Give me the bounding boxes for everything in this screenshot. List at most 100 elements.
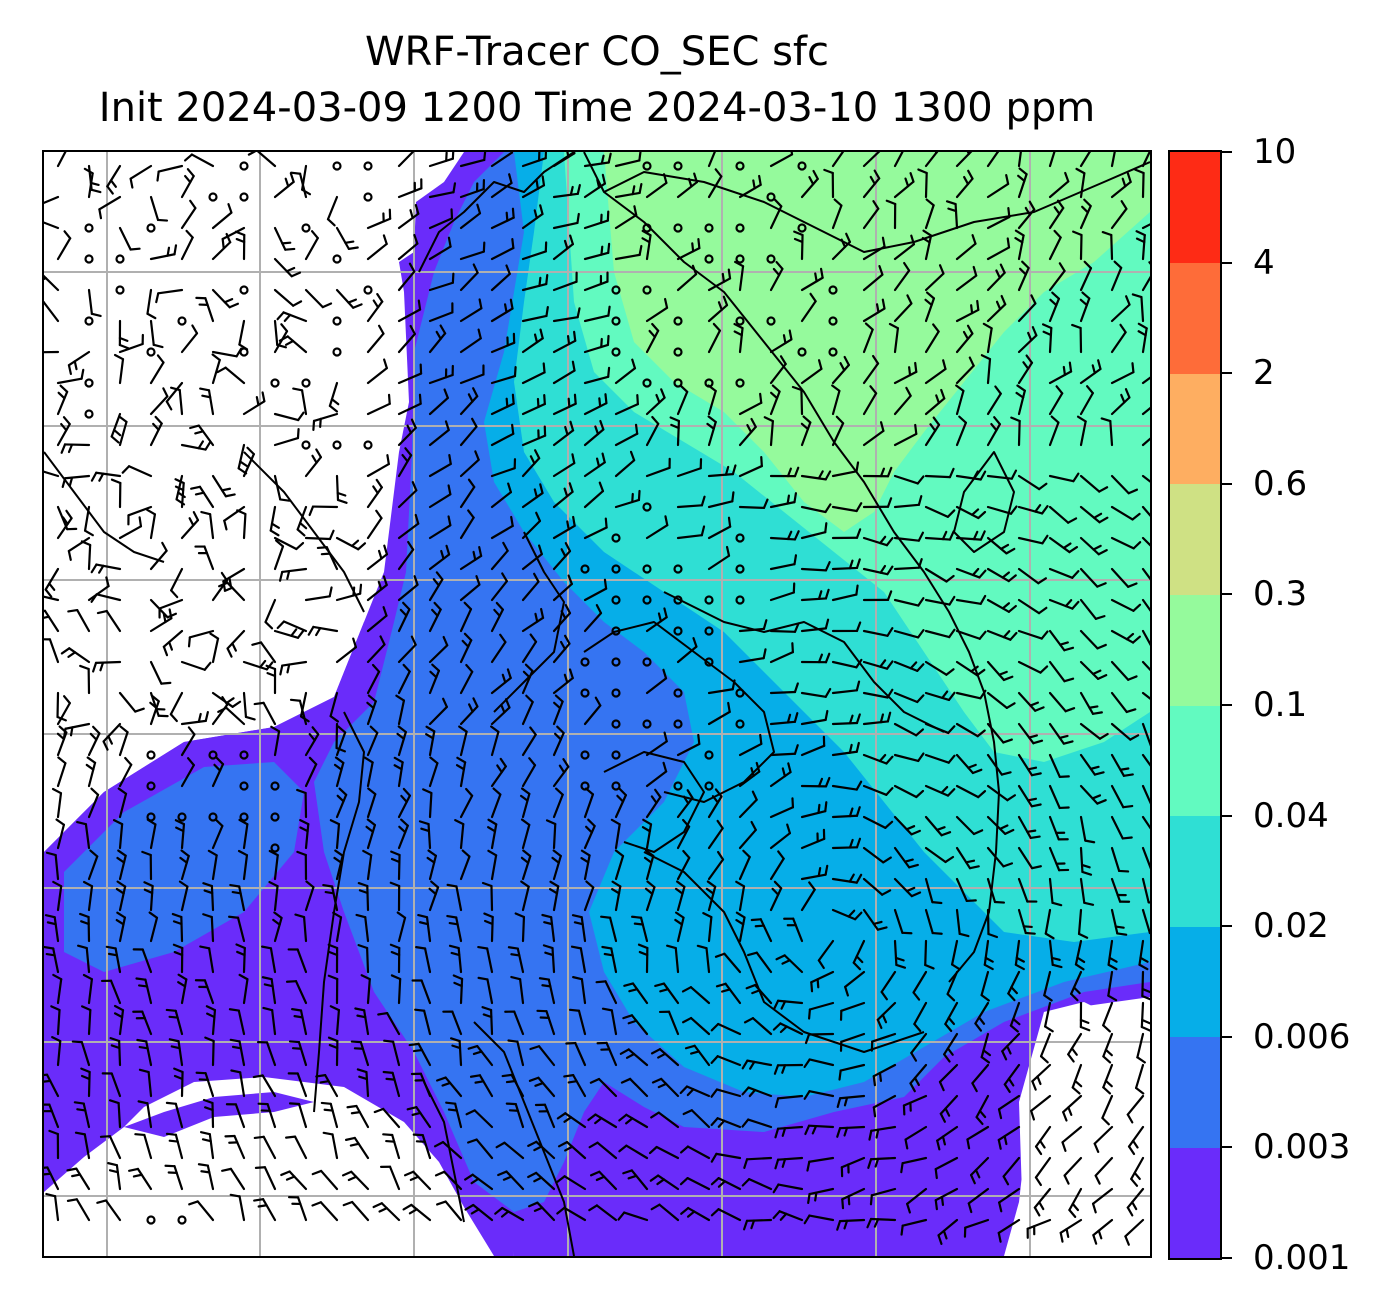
wind-barb-flag bbox=[1093, 1142, 1100, 1154]
wind-barb-flag bbox=[254, 1166, 266, 1169]
wind-barb bbox=[273, 854, 279, 881]
wind-barb-flag bbox=[1131, 293, 1143, 299]
wind-barb-flag bbox=[451, 1044, 462, 1050]
wind-barb-flag bbox=[904, 1138, 909, 1150]
wind-barb bbox=[516, 1040, 525, 1067]
wind-barb-flag bbox=[742, 849, 751, 859]
wind-barb-flag bbox=[165, 1101, 177, 1105]
wind-barb-flag bbox=[886, 565, 894, 576]
wind-barb bbox=[490, 676, 512, 695]
wind-barb-flag bbox=[809, 292, 817, 303]
wind-barb-flag bbox=[601, 945, 613, 950]
wind-barb-flag bbox=[450, 951, 461, 957]
wind-barb-flag bbox=[772, 1183, 780, 1194]
wind-barb bbox=[1079, 204, 1092, 230]
wind-barb-flag bbox=[595, 604, 603, 615]
wind-barb-flag bbox=[600, 154, 605, 165]
calm-marker bbox=[828, 316, 838, 326]
wind-barb bbox=[1135, 1063, 1145, 1090]
calm-marker bbox=[735, 161, 745, 171]
wind-barb bbox=[676, 504, 704, 509]
wind-barb bbox=[808, 1187, 835, 1196]
wind-barb bbox=[335, 592, 362, 602]
wind-barb bbox=[862, 177, 881, 199]
wind-barb-flag bbox=[52, 973, 63, 981]
wind-barb bbox=[146, 288, 153, 315]
wind-barb-flag bbox=[971, 567, 980, 577]
wind-barb-flag bbox=[1072, 472, 1080, 483]
wind-barb-flag bbox=[1096, 582, 1107, 588]
wind-barb-flag bbox=[710, 1208, 720, 1217]
wind-barb bbox=[583, 375, 610, 385]
wind-barb bbox=[392, 1040, 401, 1067]
wind-barb bbox=[913, 1001, 928, 1026]
wind-barb bbox=[211, 474, 227, 498]
wind-barb bbox=[1110, 396, 1131, 416]
wind-barb-flag bbox=[843, 1126, 849, 1137]
wind-barb-flag bbox=[113, 428, 122, 437]
wind-barb bbox=[239, 1071, 246, 1098]
wind-barb bbox=[645, 306, 669, 323]
wind-barb-flag bbox=[1121, 177, 1127, 188]
wind-barb bbox=[1079, 420, 1087, 447]
wind-barb bbox=[893, 327, 900, 354]
wind-barb bbox=[893, 474, 919, 485]
wind-barb bbox=[955, 332, 974, 354]
wind-barb bbox=[118, 822, 124, 850]
wind-barb bbox=[105, 609, 122, 633]
wind-barb bbox=[769, 770, 792, 788]
wind-barb-flag bbox=[679, 1085, 689, 1095]
wind-barb-flag bbox=[1017, 174, 1026, 182]
wind-barb bbox=[1017, 629, 1043, 640]
wind-barb-flag bbox=[562, 758, 570, 768]
wind-barb bbox=[273, 319, 279, 346]
wind-barb bbox=[687, 1206, 711, 1222]
wind-barb-flag bbox=[1031, 1080, 1037, 1091]
wind-barb bbox=[490, 307, 514, 323]
wind-barb-flag bbox=[203, 661, 212, 671]
wind-barb-flag bbox=[931, 901, 943, 905]
wind-barb-flag bbox=[107, 735, 113, 745]
wind-barb-flag bbox=[505, 264, 511, 275]
wind-barb-flag bbox=[641, 826, 651, 833]
wind-barb-flag bbox=[356, 1068, 368, 1074]
wind-barb-flag bbox=[1071, 1086, 1081, 1095]
wind-barb-flag bbox=[1081, 870, 1093, 876]
wind-barb bbox=[769, 153, 794, 168]
wind-barb-flag bbox=[354, 1007, 366, 1012]
wind-barb-flag bbox=[679, 1145, 689, 1154]
wind-barb bbox=[800, 421, 812, 447]
wind-barb bbox=[869, 1156, 897, 1161]
wind-barb-flag bbox=[257, 1204, 268, 1208]
wind-barb bbox=[397, 372, 423, 385]
wind-barb-flag bbox=[519, 794, 529, 802]
wind-barb bbox=[893, 784, 918, 799]
wind-barb bbox=[490, 640, 507, 664]
wind-barb-flag bbox=[622, 1014, 634, 1020]
wind-barb-flag bbox=[572, 976, 583, 981]
wind-barb-flag bbox=[595, 1175, 606, 1182]
wind-barb bbox=[397, 853, 401, 881]
wind-barb bbox=[335, 474, 340, 502]
wind-barb-flag bbox=[90, 471, 98, 482]
wind-barb bbox=[1079, 297, 1091, 323]
wind-barb-flag bbox=[876, 1018, 883, 1030]
wind-barb-flag bbox=[772, 1022, 782, 1031]
wind-barb bbox=[428, 428, 450, 447]
calm-marker bbox=[115, 285, 125, 295]
wind-barb-flag bbox=[663, 607, 668, 619]
wind-barb-flag bbox=[534, 612, 539, 623]
wind-barb bbox=[535, 1140, 556, 1160]
wind-barb-flag bbox=[463, 601, 473, 611]
wind-barb bbox=[56, 1040, 62, 1067]
wind-barb bbox=[149, 513, 157, 540]
wind-barb-flag bbox=[544, 951, 555, 957]
wind-barb-flag bbox=[1147, 901, 1150, 904]
wind-barb-flag bbox=[420, 827, 431, 833]
wind-barb bbox=[273, 885, 279, 912]
wind-barb bbox=[630, 1014, 649, 1036]
wind-barb-flag bbox=[1030, 772, 1042, 777]
map-panel[interactable] bbox=[42, 150, 1152, 1258]
wind-barb bbox=[552, 822, 557, 850]
wind-barb bbox=[552, 731, 565, 757]
